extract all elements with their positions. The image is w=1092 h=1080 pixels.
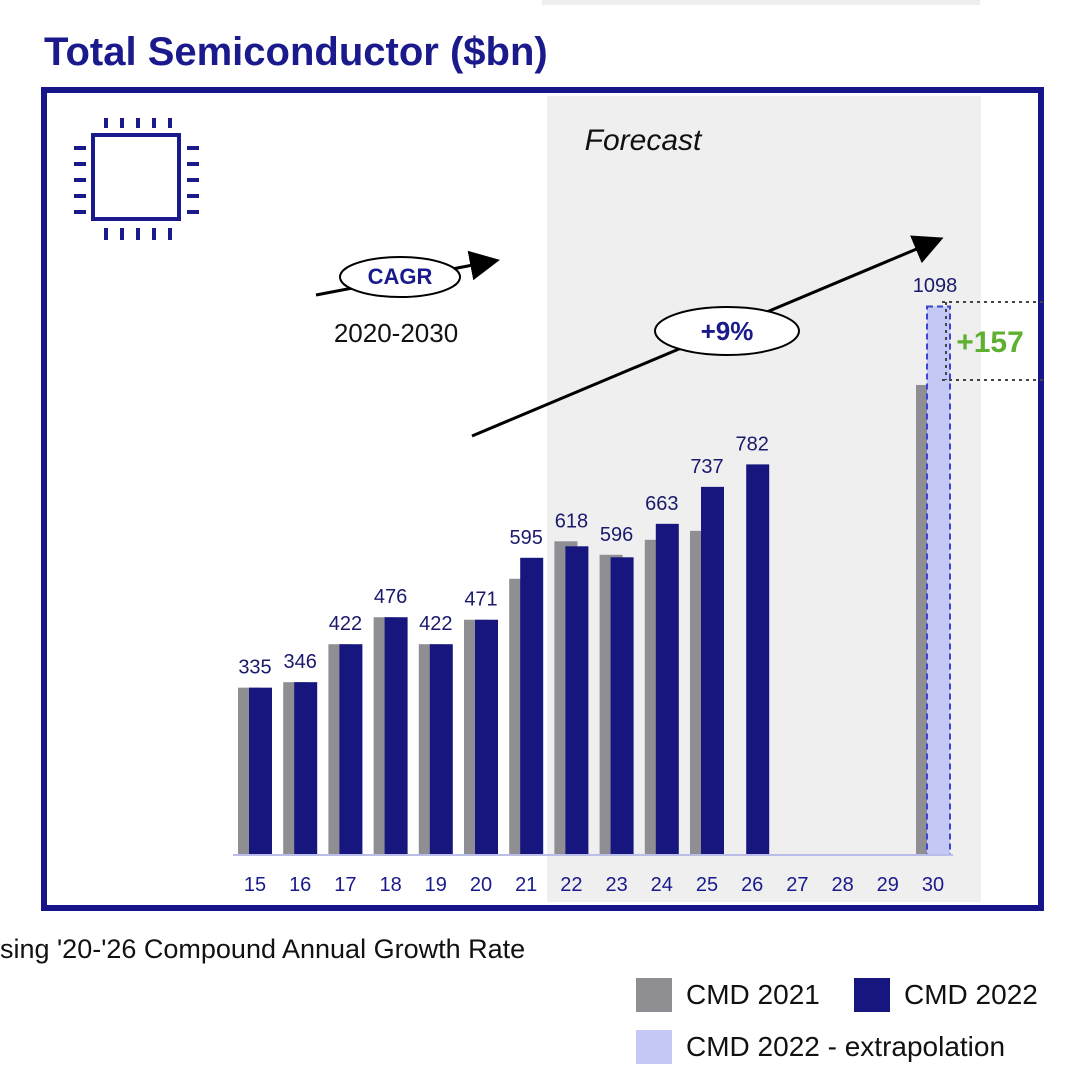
- bar-cmd2022-16: [294, 682, 318, 855]
- x-tick-21: 21: [515, 874, 537, 896]
- bar-cmd2022-18: [384, 617, 408, 855]
- x-tick-26: 26: [741, 874, 763, 896]
- data-label-26: 782: [736, 433, 769, 455]
- x-tick-29: 29: [877, 874, 899, 896]
- bar-cmd2022-25: [701, 486, 724, 855]
- x-tick-22: 22: [560, 874, 582, 896]
- bar-cmd2022-21: [520, 557, 544, 855]
- x-tick-23: 23: [605, 874, 627, 896]
- bar-cmd2022-20: [475, 619, 498, 855]
- bar-cmd2022-24: [655, 523, 679, 855]
- x-tick-16: 16: [289, 874, 311, 896]
- data-label-20: 471: [464, 589, 497, 611]
- data-label-24: 663: [645, 493, 678, 515]
- legend-label-extrapolation: CMD 2022 - extrapolation: [686, 1031, 1006, 1062]
- legend-item-cmd-2021: CMD 2021: [636, 978, 820, 1012]
- legend-label-cmd-2021: CMD 2021: [686, 979, 820, 1010]
- chart-title: Total Semiconductor ($bn): [44, 30, 548, 74]
- cagr-rate-badge: [654, 306, 800, 356]
- data-label-19: 422: [419, 613, 452, 635]
- data-label-18: 476: [374, 586, 407, 608]
- bar-cmd2022-22: [565, 546, 589, 855]
- bar-cmd2022-17: [339, 644, 363, 855]
- chart-frame: [41, 87, 1044, 911]
- cagr-badge: [339, 256, 461, 298]
- data-label-21: 595: [510, 527, 543, 549]
- x-tick-25: 25: [696, 874, 718, 896]
- bar-cmd2022-15: [249, 687, 272, 855]
- legend-item-cmd-2022: CMD 2022: [854, 978, 1038, 1012]
- legend-item-extrapolation: CMD 2022 - extrapolation: [636, 1030, 1005, 1064]
- data-label-15: 335: [238, 657, 271, 679]
- forecast-label: Forecast: [585, 124, 703, 157]
- chip-icon: [74, 118, 199, 240]
- cagr-label: CAGR: [368, 264, 433, 289]
- x-tick-15: 15: [244, 874, 266, 896]
- x-tick-19: 19: [425, 874, 447, 896]
- data-label-22: 618: [555, 510, 588, 532]
- x-tick-24: 24: [651, 874, 673, 896]
- bar-cmd2022-23: [610, 557, 634, 855]
- data-label-30: 1098: [913, 275, 958, 297]
- legend-swatch-cmd-2022: [854, 978, 890, 1012]
- cagr-rate: +9%: [701, 316, 754, 346]
- delta-label: +157: [956, 326, 1024, 359]
- data-label-17: 422: [329, 613, 362, 635]
- cagr-period: 2020-2030: [334, 318, 458, 348]
- x-tick-17: 17: [334, 874, 356, 896]
- footnote: sing '20-'26 Compound Annual Growth Rate: [0, 934, 526, 964]
- x-tick-18: 18: [379, 874, 401, 896]
- legend-swatch-extrapolation: [636, 1030, 672, 1064]
- data-label-25: 737: [690, 456, 723, 478]
- data-label-23: 596: [600, 524, 633, 546]
- x-tick-28: 28: [831, 874, 853, 896]
- legend-label-cmd-2022: CMD 2022: [904, 979, 1038, 1010]
- bar-cmd2022-19: [429, 644, 453, 855]
- bar-extrapolation-30: [926, 305, 951, 856]
- bar-cmd2022-26: [746, 464, 770, 855]
- x-tick-20: 20: [470, 874, 492, 896]
- x-tick-30: 30: [922, 874, 944, 896]
- legend-swatch-cmd-2021: [636, 978, 672, 1012]
- top-strip: [542, 0, 980, 5]
- x-tick-27: 27: [786, 874, 808, 896]
- data-label-16: 346: [284, 651, 317, 673]
